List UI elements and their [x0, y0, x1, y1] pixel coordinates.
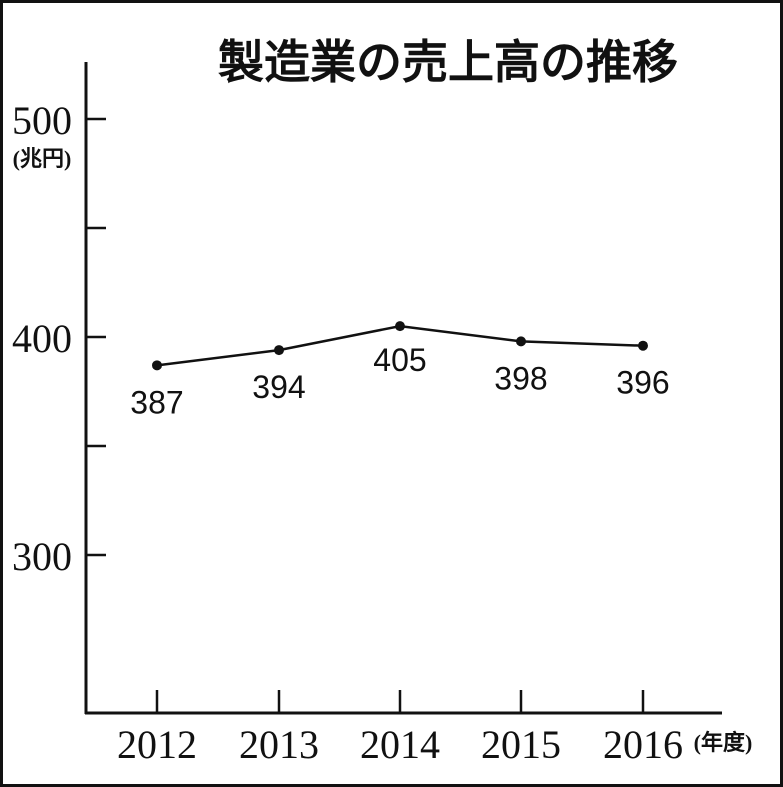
x-tick-label: 2014	[360, 722, 440, 767]
data-point	[516, 336, 526, 347]
y-axis-unit: (兆円)	[13, 146, 72, 171]
x-tick-label: 2015	[481, 722, 561, 767]
x-axis-unit: (年度)	[694, 730, 753, 755]
data-point	[395, 321, 405, 332]
data-label: 396	[616, 365, 669, 401]
data-label: 405	[373, 342, 426, 378]
data-point	[152, 360, 162, 371]
data-point	[274, 345, 284, 356]
y-tick-label: 300	[12, 534, 72, 579]
x-tick-label: 2013	[239, 722, 319, 767]
y-tick-label: 500	[12, 98, 72, 143]
chart-title: 製造業の売上高の推移	[218, 36, 678, 88]
x-tick-label: 2016	[603, 722, 683, 767]
data-label: 387	[130, 384, 183, 420]
data-label: 398	[494, 360, 547, 396]
y-tick-label: 400	[12, 316, 72, 361]
x-tick-label: 2012	[117, 722, 197, 767]
data-point	[638, 340, 648, 351]
data-label: 394	[252, 369, 305, 405]
